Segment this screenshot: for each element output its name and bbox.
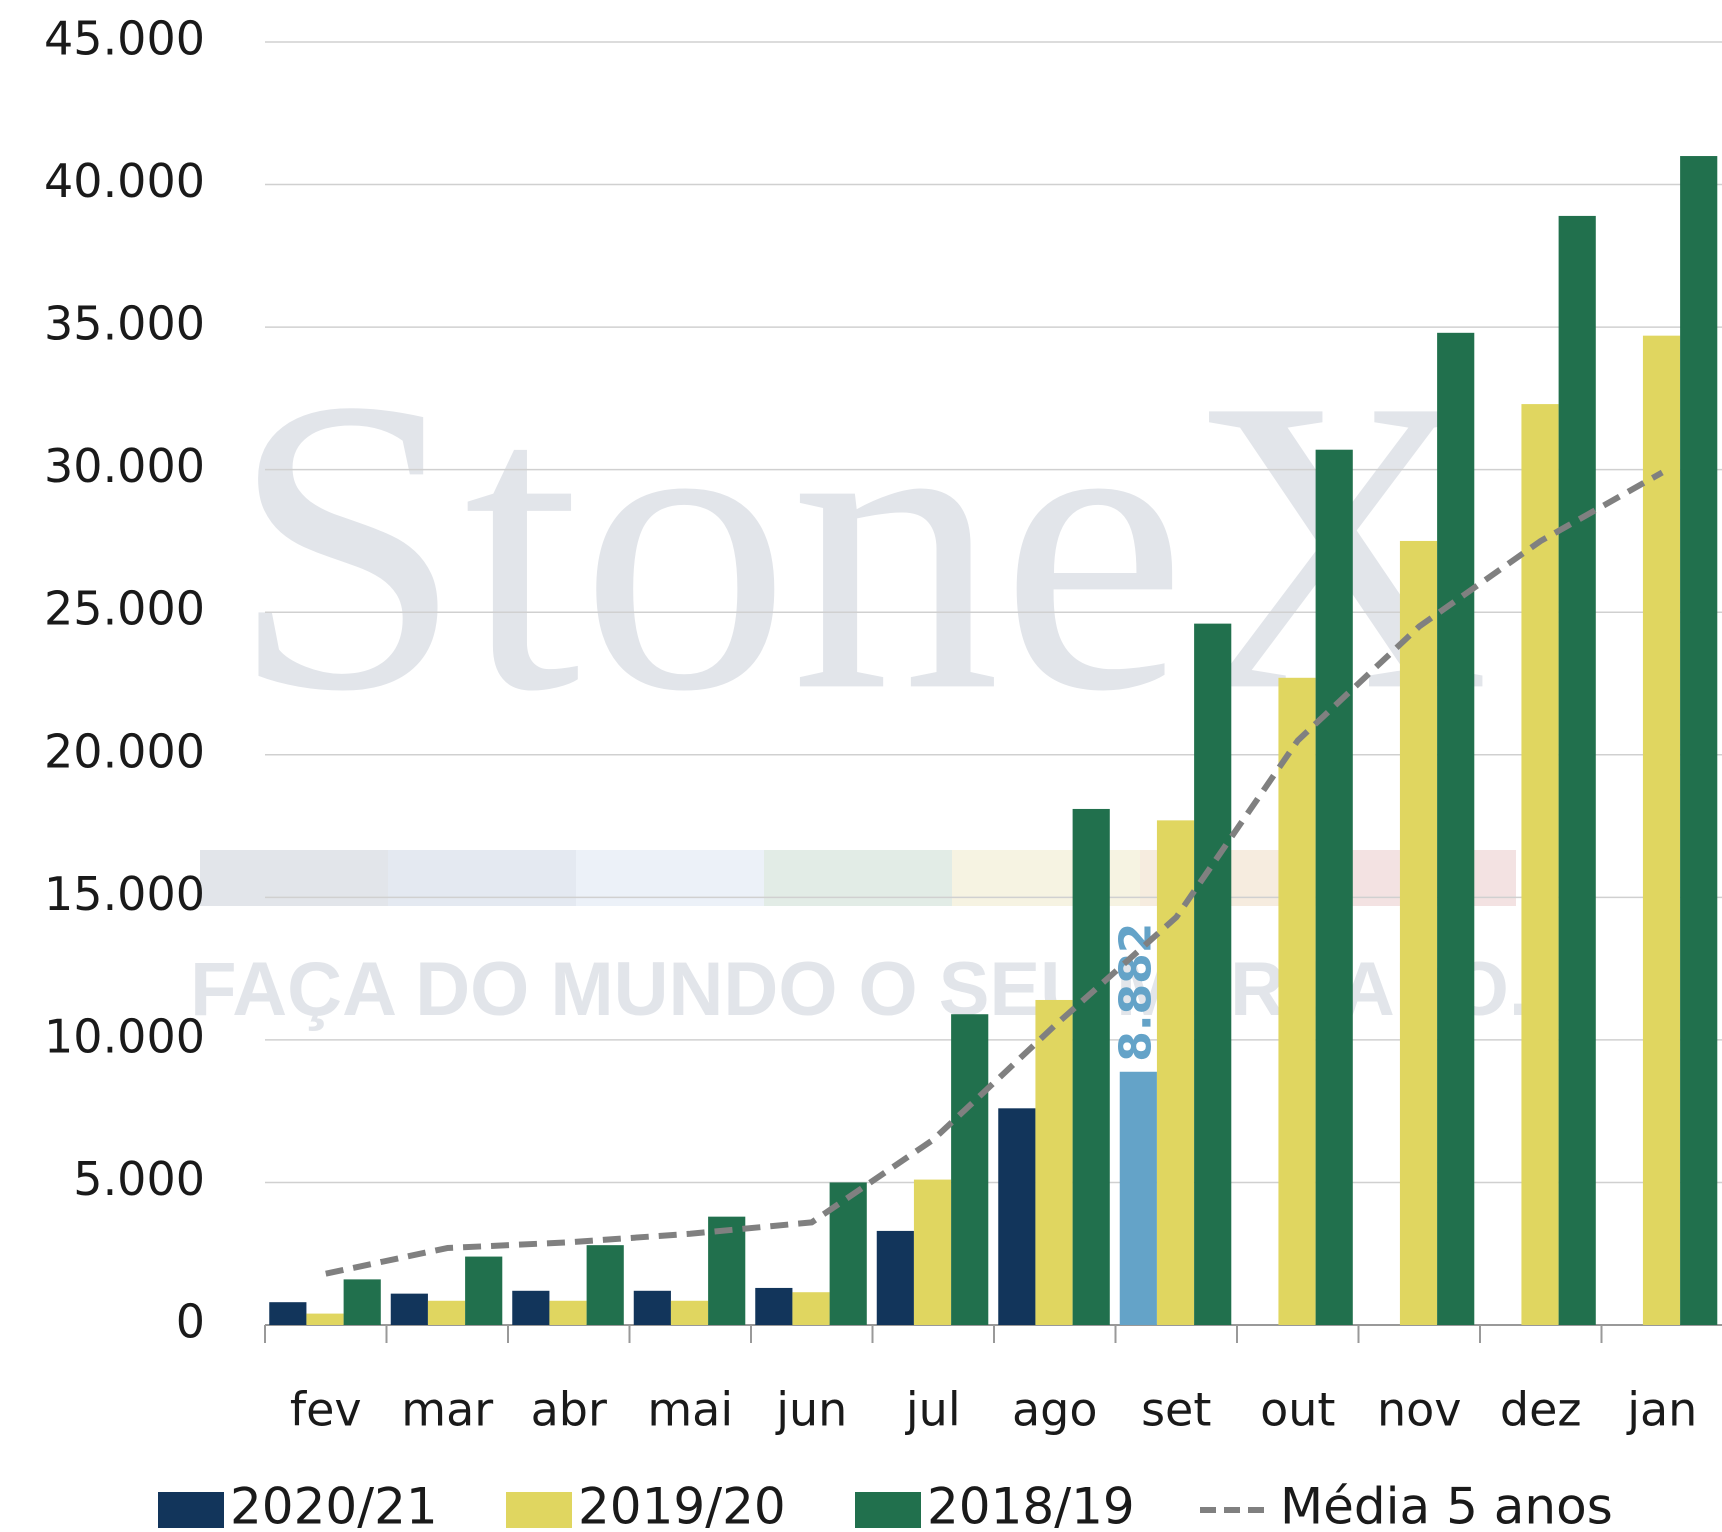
y-tick-label: 0 xyxy=(176,1295,205,1349)
line xyxy=(325,469,1664,1277)
y-tick-label: 30.000 xyxy=(44,439,205,493)
x-tick-label: ago xyxy=(1012,1383,1098,1437)
bar xyxy=(1194,623,1232,1325)
bar xyxy=(1642,335,1681,1326)
x-tick-label: jun xyxy=(775,1383,847,1437)
bar xyxy=(755,1287,793,1325)
bar xyxy=(1315,449,1353,1326)
x-tick-label: mai xyxy=(647,1383,733,1437)
legend-label: 2019/20 xyxy=(578,1478,786,1532)
bar xyxy=(549,1300,587,1325)
legend-swatch xyxy=(506,1492,572,1528)
bar xyxy=(876,1230,914,1325)
y-tick-label: 45.000 xyxy=(44,12,205,66)
y-tick-label: 5.000 xyxy=(73,1152,205,1206)
x-tick-label: abr xyxy=(531,1383,607,1437)
bar xyxy=(1278,677,1316,1325)
y-tick-label: 20.000 xyxy=(44,724,205,778)
y-tick-label: 40.000 xyxy=(44,154,205,208)
bar xyxy=(633,1290,671,1325)
legend-label: 2018/19 xyxy=(927,1478,1135,1532)
bar xyxy=(1558,215,1596,1326)
bar xyxy=(586,1245,624,1325)
y-tick-label: 15.000 xyxy=(44,867,205,921)
bar xyxy=(427,1300,466,1325)
x-tick-label: set xyxy=(1141,1383,1211,1437)
data-label: 8.882 xyxy=(1110,923,1161,1062)
bar xyxy=(1119,1071,1157,1325)
bar xyxy=(670,1300,709,1325)
bar xyxy=(951,1014,989,1325)
x-tick-label: jan xyxy=(1626,1383,1697,1437)
bar xyxy=(1399,540,1438,1325)
bar xyxy=(343,1279,381,1325)
bar xyxy=(465,1256,503,1325)
legend-swatch xyxy=(158,1492,224,1528)
bar xyxy=(512,1290,550,1325)
bar xyxy=(306,1313,344,1325)
x-tick-label: jul xyxy=(905,1383,961,1437)
bar xyxy=(792,1292,830,1325)
bar xyxy=(269,1302,307,1325)
y-tick-label: 35.000 xyxy=(44,297,205,351)
legend-label: 2020/21 xyxy=(230,1478,438,1532)
x-tick-label: fev xyxy=(290,1383,362,1437)
bar xyxy=(390,1293,428,1325)
y-tick-label: 25.000 xyxy=(44,582,205,636)
bar xyxy=(708,1216,746,1325)
x-tick-label: mar xyxy=(401,1383,493,1437)
bar xyxy=(1437,332,1475,1325)
bar xyxy=(1680,156,1718,1326)
bar xyxy=(913,1179,952,1325)
bar xyxy=(998,1108,1036,1325)
bar xyxy=(1072,808,1110,1325)
x-tick-label: dez xyxy=(1500,1383,1582,1437)
legend-label: Média 5 anos xyxy=(1280,1478,1613,1532)
bar xyxy=(1521,404,1559,1325)
bar xyxy=(1035,999,1073,1325)
x-tick-label: out xyxy=(1260,1383,1335,1437)
y-tick-label: 10.000 xyxy=(44,1009,205,1063)
x-tick-label: nov xyxy=(1377,1383,1462,1437)
legend-swatch xyxy=(855,1492,921,1528)
